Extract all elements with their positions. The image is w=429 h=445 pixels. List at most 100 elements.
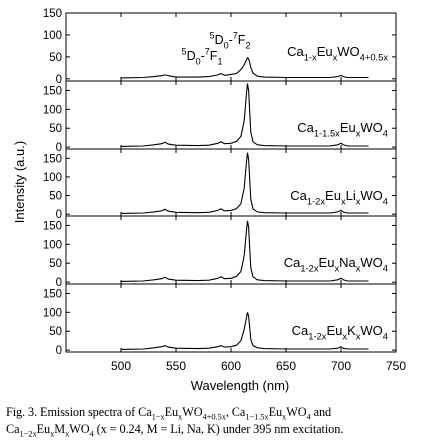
y-tick-label: 0 (56, 277, 62, 289)
caption-part: 4+0.5x (202, 411, 226, 422)
y-tick-label: 150 (43, 220, 62, 232)
peak-label-d0f1-part: 0 (196, 56, 201, 66)
caption-part: M (54, 422, 66, 436)
panels-group: 150100500Ca1-xEuxWO4+0.5x150100500Ca1-1.… (43, 8, 397, 357)
y-tick-label: 150 (43, 288, 62, 300)
peak-label-d0f2: 5D0-7F2 (210, 30, 251, 50)
emission-spectra-figure: 150100500Ca1-xEuxWO4+0.5x150100500Ca1-1.… (12, 8, 406, 393)
y-tick-label: 100 (43, 239, 62, 251)
caption-part: Fig. 3. Emission spectra of Ca (6, 405, 152, 419)
peak-label-d0f2-part: 0 (224, 40, 229, 50)
sample-label-part: x (333, 53, 338, 63)
peak-label-d0f2-part: 2 (245, 40, 250, 50)
x-tick-label: 550 (166, 359, 186, 373)
spectrum-line (120, 56, 369, 79)
spectrum-line (120, 152, 369, 214)
sample-label: Ca1-xEuxWO4+0.5x (287, 44, 388, 63)
caption-part: WO (182, 405, 203, 419)
sample-label-part: x (342, 332, 347, 342)
peak-label-d0f1-part: F (210, 49, 218, 63)
sample-label-part: WO (360, 323, 382, 338)
sample-label-part: 1-2x (300, 264, 319, 274)
x-axis: 500 550 600 650 700 750 (111, 359, 406, 373)
panel-2: 150 100 50 0 Ca1-1.5xEuxWO4 (43, 80, 397, 154)
spectrum-line (120, 220, 369, 282)
caption-part: x (178, 411, 183, 422)
caption-part: x (50, 428, 55, 439)
sample-label: Ca1-1.5xEuxWO4 (297, 120, 388, 139)
sample-label-part: x (341, 197, 346, 207)
y-tick-label: 150 (43, 85, 62, 97)
sample-label-part: 4 (383, 332, 388, 342)
peak-label-d0f2-part: - (229, 33, 233, 47)
sample-label-part: 4 (383, 264, 388, 274)
sample-label-part: K (347, 323, 356, 338)
caption-part: WO (69, 422, 90, 436)
caption-part: x (65, 428, 70, 439)
sample-label-part: x (356, 197, 361, 207)
caption-part: Ca (6, 422, 20, 436)
panel-frame (65, 215, 397, 285)
spectrum-line (120, 83, 369, 147)
caption-part: , Ca (225, 405, 246, 419)
x-tick-label: 700 (331, 359, 351, 373)
y-tick-label: 0 (56, 74, 62, 86)
peak-label-d0f1-part: D (187, 49, 196, 63)
caption-part: Eu (36, 422, 51, 436)
caption-part: and (310, 405, 332, 419)
peak-label-d0f2-part: 7 (233, 30, 238, 40)
y-tick-label: 100 (43, 104, 62, 116)
sample-label-part: Eu (319, 255, 335, 270)
sample-label-part: 1-x (304, 53, 317, 63)
sample-label-part: Eu (326, 323, 342, 338)
x-tick-label: 650 (276, 359, 296, 373)
caption-part: x (282, 411, 287, 422)
y-tick-label: 50 (49, 123, 62, 135)
caption-part: 4 (89, 428, 94, 439)
caption-part: (x = 0.24, M = Li, Na, K) under 395 nm e… (93, 422, 344, 436)
sample-label-part: 1-2x (307, 197, 326, 207)
sample-label: Ca1-2xEuxLixWO4 (290, 188, 388, 207)
y-tick-label: 50 (49, 326, 62, 338)
y-tick-label: 0 (56, 142, 62, 154)
peak-label-d0f1-part: 5 (182, 46, 187, 56)
sample-label-part: Li (346, 188, 356, 203)
sample-label-part: 4+0.5x (360, 53, 389, 63)
x-tick-label: 600 (221, 359, 241, 373)
y-tick-label: 50 (49, 52, 62, 64)
sample-label-part: x (356, 264, 361, 274)
sample-label-part: 4 (383, 197, 388, 207)
caption-part: 1−x (151, 411, 165, 422)
sample-label-part: WO (360, 188, 382, 203)
x-tick-label: 750 (386, 359, 406, 373)
spectrum-line (120, 312, 369, 350)
sample-label-part: x (334, 264, 339, 274)
sample-label-part: Na (339, 255, 356, 270)
sample-label-part: Ca (292, 323, 309, 338)
sample-label-part: WO (337, 44, 359, 59)
y-axis-label: Intensity (a.u.) (12, 141, 27, 223)
sample-label-part: Eu (325, 188, 341, 203)
sample-label-part: Ca (287, 44, 304, 59)
peak-label-d0f1-part: 7 (205, 46, 210, 56)
sample-label-part: WO (360, 120, 382, 135)
peak-label-d0f2-part: 5 (210, 30, 215, 40)
y-tick-label: 100 (43, 30, 62, 42)
sample-label-part: 4 (383, 129, 388, 139)
caption-line-2: Ca1−2xEuxMxWO4 (x = 0.24, M = Li, Na, K)… (6, 421, 424, 438)
sample-label-part: Ca (297, 120, 314, 135)
sample-label-part: WO (360, 255, 382, 270)
y-tick-label: 0 (56, 209, 62, 221)
panel-frame (65, 80, 397, 150)
caption-part: Eu (164, 405, 179, 419)
caption-part: 4 (306, 411, 311, 422)
peak-label-d0f1: 5D0-7F1 (182, 46, 223, 66)
caption-part: WO (286, 405, 307, 419)
sample-label-part: Eu (340, 120, 356, 135)
y-tick-label: 150 (43, 153, 62, 165)
caption-part: 1−1.5x (245, 411, 269, 422)
panel-frame (65, 283, 397, 353)
y-tick-label: 50 (49, 258, 62, 270)
